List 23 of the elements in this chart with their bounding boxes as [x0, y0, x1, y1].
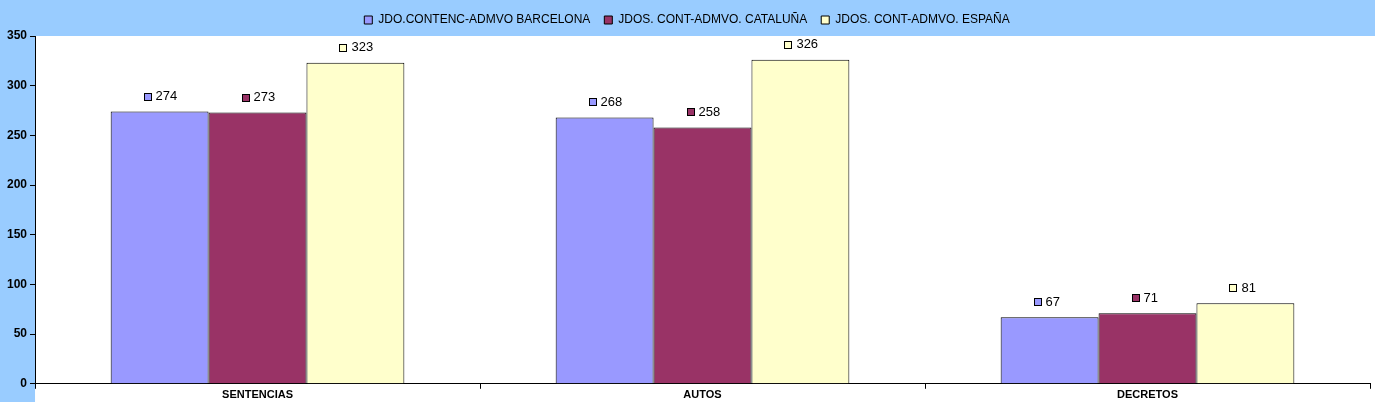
y-tick-label: 0 [20, 376, 28, 391]
legend-label: JDO.CONTENC-ADMVO BARCELONA [378, 12, 591, 27]
y-tick-label: 150 [6, 227, 28, 242]
x-tick-label: AUTOS [683, 388, 722, 401]
data-label: 268 [600, 94, 623, 110]
data-label: 81 [1241, 279, 1256, 295]
y-tick-label: 50 [13, 326, 28, 341]
data-label: 273 [253, 89, 276, 105]
data-label: 258 [698, 104, 721, 119]
data-label: 71 [1143, 289, 1158, 305]
y-tick-label: 300 [6, 78, 28, 92]
x-tick-label: DECRETOS [1117, 388, 1178, 401]
x-tick-label: SENTENCIAS [222, 388, 293, 401]
y-tick-label: 200 [6, 177, 28, 192]
data-label: 274 [155, 88, 178, 104]
data-label: 67 [1045, 293, 1061, 309]
y-tick-label: 100 [6, 276, 28, 291]
data-label: 326 [796, 36, 819, 52]
y-tick-label: 250 [6, 127, 28, 142]
legend-label: JDOS. CONT-ADMVO. ESPAÑA [835, 12, 1010, 27]
data-label: 323 [351, 39, 374, 55]
y-tick-label: 350 [6, 28, 28, 43]
legend-label: JDOS. CONT-ADMVO. CATALUÑA [618, 12, 808, 27]
